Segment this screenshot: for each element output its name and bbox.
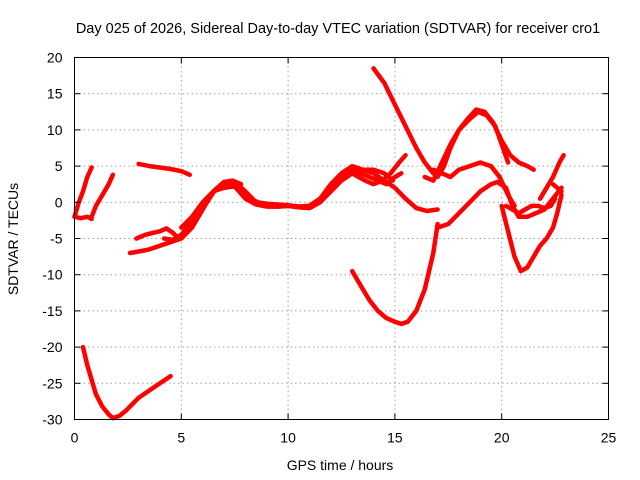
y-tick-label: -10 — [42, 267, 62, 283]
series-line-4 — [80, 344, 173, 421]
y-tick-label: 5 — [55, 158, 63, 174]
series-line-17 — [499, 192, 564, 274]
y-tick-label: -25 — [42, 375, 62, 391]
y-tick-label: -20 — [42, 339, 62, 355]
x-tick-label: 15 — [387, 430, 403, 446]
series-line-19 — [537, 152, 566, 201]
x-tick-label: 25 — [601, 430, 617, 446]
y-tick-label: -30 — [42, 412, 62, 428]
tick-labels: 0 5 10 15 20 25 -30 -25 -20 -15 -10 -5 0 5 10 15 20 — [42, 50, 616, 446]
y-tick-label: 20 — [47, 50, 63, 66]
x-tick-label: 20 — [494, 430, 510, 446]
series-line-3 — [89, 172, 116, 220]
series-line-11 — [349, 152, 408, 187]
series-group — [72, 66, 566, 421]
y-tick-label: -5 — [50, 231, 63, 247]
series-line-20 — [550, 181, 564, 194]
y-tick-label: 10 — [47, 122, 63, 138]
series-line-1 — [72, 165, 94, 220]
x-axis-label: GPS time / hours — [287, 457, 394, 473]
x-tick-label: 5 — [177, 430, 185, 446]
y-axis-label: SDTVAR / TECUs — [5, 183, 21, 295]
chart-title: Day 025 of 2026, Sidereal Day-to-day VTE… — [76, 21, 600, 37]
x-tick-label: 10 — [280, 430, 296, 446]
grid — [74, 57, 609, 420]
y-tick-label: 15 — [47, 86, 63, 102]
series-line-16 — [435, 179, 564, 230]
series-line-14 — [422, 107, 536, 183]
series-line-10 — [196, 163, 396, 216]
series-line-5 — [136, 161, 193, 178]
x-tick-label: 0 — [71, 430, 79, 446]
axis-ticks — [74, 57, 609, 420]
y-tick-label: 0 — [55, 194, 63, 210]
series-line-2 — [72, 214, 94, 222]
series-line-12 — [349, 221, 440, 327]
series-line-18 — [503, 196, 558, 216]
series-line-9 — [179, 167, 440, 230]
y-tick-label: -15 — [42, 303, 62, 319]
